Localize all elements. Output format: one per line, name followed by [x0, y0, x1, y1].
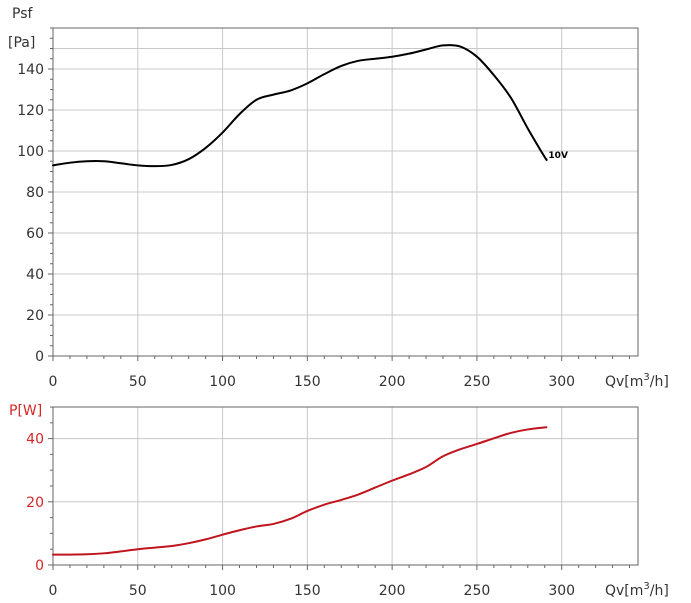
power-data-point [408, 474, 410, 476]
pressure-series-label: 10V [548, 151, 568, 161]
power-data-point [493, 437, 495, 439]
power-x-tick-label: 300 [548, 583, 575, 599]
power-data-point [52, 554, 54, 556]
pressure-data-point [154, 165, 156, 167]
power-data-point [527, 429, 529, 431]
pressure-y-tick-label: 80 [26, 185, 44, 201]
power-y-tick-label: 0 [35, 558, 44, 574]
power-data-point [357, 494, 359, 496]
power-data-point [69, 554, 71, 556]
pressure-y-tick-label: 120 [17, 103, 44, 119]
pressure-data-point [459, 46, 461, 48]
pressure-x-tick-label: 300 [548, 374, 575, 390]
pressure-data-point [171, 164, 173, 166]
power-x-tick-label: 0 [49, 583, 58, 599]
pressure-data-point [52, 165, 54, 167]
power-data-point [459, 449, 461, 451]
power-data-point [256, 526, 258, 528]
pressure-y-tick-label: 0 [35, 349, 44, 365]
power-data-point [120, 551, 122, 553]
pressure-data-point [290, 90, 292, 92]
pressure-x-tick-label: 50 [129, 374, 147, 390]
pressure-x-axis-title: Qv[m3/h] [605, 372, 669, 390]
pressure-data-point [222, 132, 224, 134]
power-data-point [374, 487, 376, 489]
pressure-data-point [425, 49, 427, 51]
power-y-tick-label: 20 [26, 495, 44, 511]
pressure-data-point [442, 45, 444, 47]
pressure-y-tick-label: 100 [17, 144, 44, 160]
pressure-y-axis-title: Psf [12, 6, 33, 22]
pressure-data-point [273, 94, 275, 96]
pressure-y-axis-unit: [Pa] [8, 35, 35, 51]
power-x-tick-label: 50 [129, 583, 147, 599]
power-data-point [273, 523, 275, 525]
pressure-data-point [408, 53, 410, 55]
power-chart: 0 50 100 150 200 250 300 0 20 40 P[W] Qv[m3/h] [9, 403, 669, 599]
power-x-axis-title: Qv[m3/h] [605, 581, 669, 599]
power-plot-area [53, 407, 638, 565]
pressure-y-tick-label: 20 [26, 308, 44, 324]
power-data-point [171, 545, 173, 547]
power-data-point [425, 466, 427, 468]
pressure-data-point [357, 60, 359, 62]
pressure-data-point [239, 113, 241, 115]
power-data-point [442, 456, 444, 458]
pressure-y-tick-label: 40 [26, 267, 44, 283]
power-x-tick-label: 150 [294, 583, 321, 599]
pressure-data-point [493, 74, 495, 76]
power-data-point [476, 443, 478, 445]
power-x-tick-label: 250 [464, 583, 491, 599]
power-data-point [307, 510, 309, 512]
pressure-y-tick-label: 60 [26, 226, 44, 242]
power-data-point [510, 432, 512, 434]
pressure-data-point [188, 158, 190, 160]
pressure-data-point [137, 165, 139, 167]
pressure-data-point [544, 156, 546, 158]
pressure-data-point [476, 56, 478, 58]
pressure-data-point [324, 73, 326, 75]
pressure-data-point [374, 58, 376, 60]
pressure-data-point [205, 147, 207, 149]
power-data-point [103, 553, 105, 555]
power-data-point [546, 426, 548, 428]
pressure-data-point [69, 162, 71, 164]
power-y-axis-title: P[W] [9, 403, 42, 419]
pressure-data-point [527, 128, 529, 130]
power-data-point [188, 542, 190, 544]
pressure-data-point [510, 97, 512, 99]
power-y-tick-label: 40 [26, 432, 44, 448]
pressure-data-point [256, 99, 258, 101]
pressure-x-tick-label: 200 [379, 374, 406, 390]
pressure-data-point [391, 56, 393, 58]
pressure-chart: 0 50 100 150 200 250 300 0 20 40 60 80 100 120 140 Psf [… [8, 6, 669, 390]
power-x-tick-label: 100 [209, 583, 236, 599]
pressure-x-tick-label: 100 [209, 374, 236, 390]
pressure-x-tick-label: 150 [294, 374, 321, 390]
power-data-point [290, 518, 292, 520]
pressure-x-tick-label: 0 [49, 374, 58, 390]
pressure-y-tick-label: 140 [17, 62, 44, 78]
pressure-data-point [307, 83, 309, 85]
pressure-data-point [86, 160, 88, 162]
power-data-point [222, 534, 224, 536]
power-data-point [239, 529, 241, 531]
pressure-x-tick-label: 250 [464, 374, 491, 390]
power-data-point [154, 547, 156, 549]
power-data-point [86, 553, 88, 555]
pressure-data-point [340, 65, 342, 67]
power-series-line [52, 426, 548, 556]
pressure-data-point [103, 160, 105, 162]
power-data-point [340, 499, 342, 501]
power-x-tick-label: 200 [379, 583, 406, 599]
power-data-point [391, 480, 393, 482]
power-data-point [324, 504, 326, 506]
pressure-data-point [120, 163, 122, 165]
power-data-point [137, 548, 139, 550]
pressure-series-line [52, 44, 548, 168]
power-data-point [205, 539, 207, 541]
pressure-data-point [546, 158, 548, 160]
